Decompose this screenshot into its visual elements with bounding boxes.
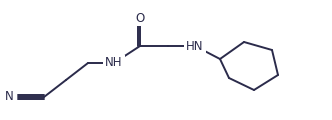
Text: HN: HN	[186, 39, 204, 53]
Text: O: O	[135, 12, 145, 24]
Text: N: N	[5, 90, 14, 103]
Text: NH: NH	[105, 57, 123, 69]
